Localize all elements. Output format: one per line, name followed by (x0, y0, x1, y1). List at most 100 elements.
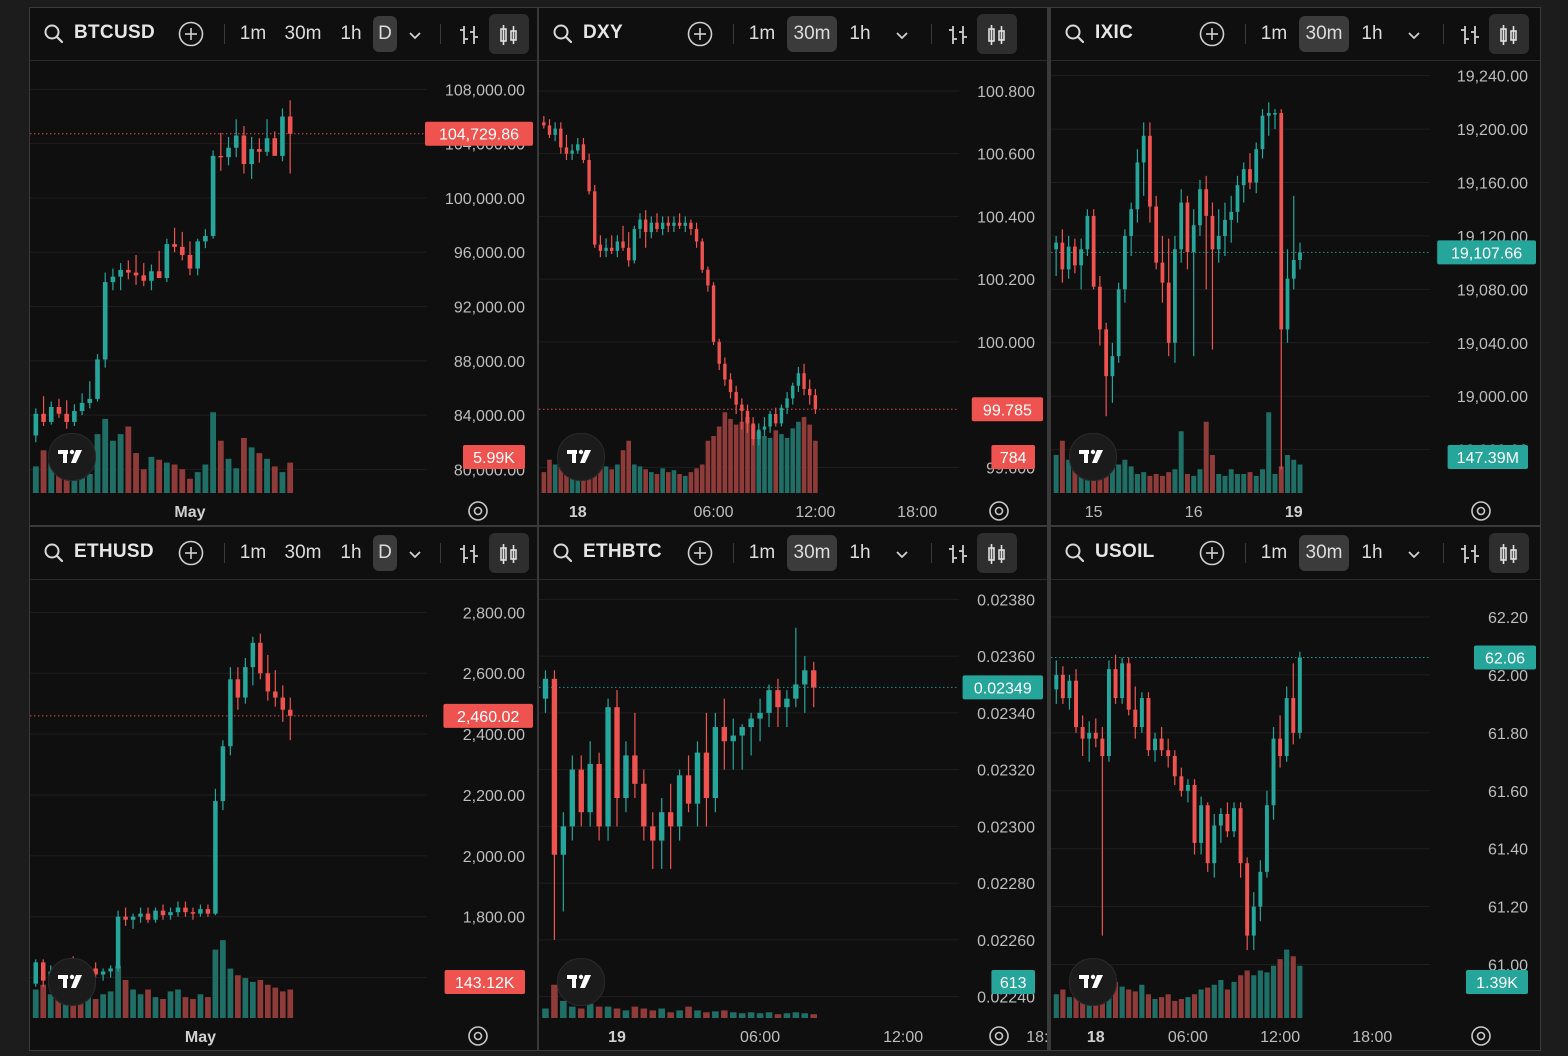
y-axis-tick-label: 0.02280 (977, 876, 1035, 893)
interval-button-1h[interactable]: 1h (1361, 542, 1383, 563)
compare-bars-icon[interactable] (945, 541, 971, 567)
interval-button-d[interactable]: D (373, 16, 397, 52)
settings-gear-icon[interactable] (989, 1026, 1009, 1046)
compare-bars-icon[interactable] (456, 541, 482, 567)
add-symbol-icon[interactable] (1199, 540, 1225, 566)
volume-bar (774, 1014, 782, 1018)
chevron-down-icon[interactable] (402, 541, 428, 567)
chevron-down-icon[interactable] (402, 22, 428, 48)
x-axis-tick-label: 12:00 (883, 1029, 923, 1046)
last-price-label: 62.06 (1485, 651, 1525, 668)
candles-button-background[interactable] (489, 533, 529, 573)
candles-button-background[interactable] (977, 533, 1017, 573)
volume-bar (264, 984, 271, 1018)
chevron-down-icon[interactable] (1401, 541, 1427, 567)
symbol-name[interactable]: IXIC (1095, 22, 1134, 43)
volume-bar (187, 478, 193, 493)
symbol-name[interactable]: ETHBTC (583, 541, 662, 562)
volume-bar (1159, 475, 1165, 493)
settings-gear-icon[interactable] (468, 1026, 488, 1046)
chart-canvas[interactable]: 0.02380 0.02360 0.02340 0.02320 0.02300 0.022… (539, 580, 1047, 1050)
interval-button-30m[interactable]: 30m (1299, 535, 1349, 571)
search-icon[interactable] (44, 22, 64, 46)
settings-gear-icon[interactable] (1471, 501, 1491, 521)
volume-bar (1277, 959, 1283, 1018)
search-icon[interactable] (44, 541, 64, 565)
interval-button-1m[interactable]: 1m (748, 23, 776, 44)
symbol-name[interactable]: ETHUSD (74, 541, 154, 562)
chart-canvas[interactable]: 108,000.00104,000.00100,000.0096,000.009… (30, 61, 537, 525)
compare-bars-icon[interactable] (456, 22, 482, 48)
interval-button-1m[interactable]: 1m (1260, 542, 1288, 563)
interval-button-30m[interactable]: 30m (787, 535, 837, 571)
candlestick-chart-icon[interactable] (496, 541, 522, 567)
tradingview-logo-icon[interactable] (1069, 958, 1117, 1006)
candlestick-chart-icon[interactable] (496, 22, 522, 48)
candle-body (164, 244, 170, 279)
chevron-down-icon[interactable] (889, 22, 915, 48)
interval-button-1h[interactable]: 1h (1361, 23, 1383, 44)
chart-canvas[interactable]: 2,800.00 2,600.00 2,400.00 2,200.00 2,000.00… (30, 580, 537, 1050)
candles-button-background[interactable] (977, 14, 1017, 54)
candles-button-background[interactable] (1489, 533, 1529, 573)
chart-canvas[interactable]: 62.2062.0061.8061.6061.4061.2061.0062.06… (1051, 580, 1540, 1050)
search-icon[interactable] (553, 541, 573, 565)
settings-gear-icon[interactable] (468, 501, 488, 521)
interval-button-30m[interactable]: 30m (1299, 16, 1349, 52)
settings-gear-icon[interactable] (1471, 1026, 1491, 1046)
tradingview-logo-icon[interactable] (557, 958, 605, 1006)
compare-bars-icon[interactable] (1457, 541, 1483, 567)
candle-body (766, 690, 772, 713)
tradingview-logo-icon[interactable] (48, 433, 96, 481)
interval-button-1m[interactable]: 1m (1260, 23, 1288, 44)
interval-button-1h[interactable]: 1h (849, 23, 871, 44)
tradingview-logo-icon[interactable] (557, 433, 605, 481)
candlestick-chart-icon[interactable] (984, 22, 1010, 48)
interval-button-d[interactable]: D (373, 535, 397, 571)
add-symbol-icon[interactable] (687, 21, 713, 47)
symbol-name[interactable]: DXY (583, 22, 623, 43)
symbol-name[interactable]: BTCUSD (74, 22, 155, 43)
search-icon[interactable] (1065, 541, 1085, 565)
interval-button-1m[interactable]: 1m (748, 542, 776, 563)
interval-button-1h[interactable]: 1h (340, 542, 362, 563)
add-symbol-icon[interactable] (178, 21, 204, 47)
chart-toolbar: USOIL 1m 30m 1h (1051, 527, 1540, 580)
interval-button-1h[interactable]: 1h (849, 542, 871, 563)
interval-button-30m[interactable]: 30m (284, 542, 322, 563)
candle-body (183, 907, 188, 913)
chart-canvas[interactable]: 19,240.0019,200.0019,160.0019,120.0019,0… (1051, 61, 1540, 525)
interval-button-30m[interactable]: 30m (787, 16, 837, 52)
candle-body (1210, 215, 1215, 250)
interval-button-1h[interactable]: 1h (340, 23, 362, 44)
candlestick-chart-icon[interactable] (984, 541, 1010, 567)
add-symbol-icon[interactable] (687, 540, 713, 566)
tradingview-logo-icon[interactable] (48, 958, 96, 1006)
interval-button-30m[interactable]: 30m (284, 23, 322, 44)
candlestick-chart-icon[interactable] (1496, 541, 1522, 567)
compare-bars-icon[interactable] (1457, 22, 1483, 48)
search-icon[interactable] (553, 22, 573, 46)
chevron-down-icon[interactable] (1401, 22, 1427, 48)
search-icon[interactable] (1065, 22, 1085, 46)
candles-button-background[interactable] (489, 14, 529, 54)
chart-canvas[interactable]: 100.800100.600100.400100.200100.00099.60… (539, 61, 1047, 525)
candle-body (694, 228, 699, 242)
add-symbol-icon[interactable] (1199, 21, 1225, 47)
volume-bar (1224, 989, 1231, 1018)
add-symbol-icon[interactable] (178, 540, 204, 566)
volume-bar (202, 464, 209, 493)
interval-button-1m[interactable]: 1m (239, 542, 267, 563)
settings-gear-icon[interactable] (989, 501, 1009, 521)
compare-bars-icon[interactable] (945, 22, 971, 48)
chevron-down-icon[interactable] (889, 541, 915, 567)
symbol-name[interactable]: USOIL (1095, 541, 1155, 562)
candle-body (1291, 259, 1296, 279)
interval-button-1m[interactable]: 1m (239, 23, 267, 44)
candlestick-chart-icon[interactable] (1496, 22, 1522, 48)
candle-body (1248, 169, 1252, 183)
candle-body (1179, 202, 1184, 250)
tradingview-logo-icon[interactable] (1069, 433, 1117, 481)
candle-body (666, 222, 670, 226)
candles-button-background[interactable] (1489, 14, 1529, 54)
